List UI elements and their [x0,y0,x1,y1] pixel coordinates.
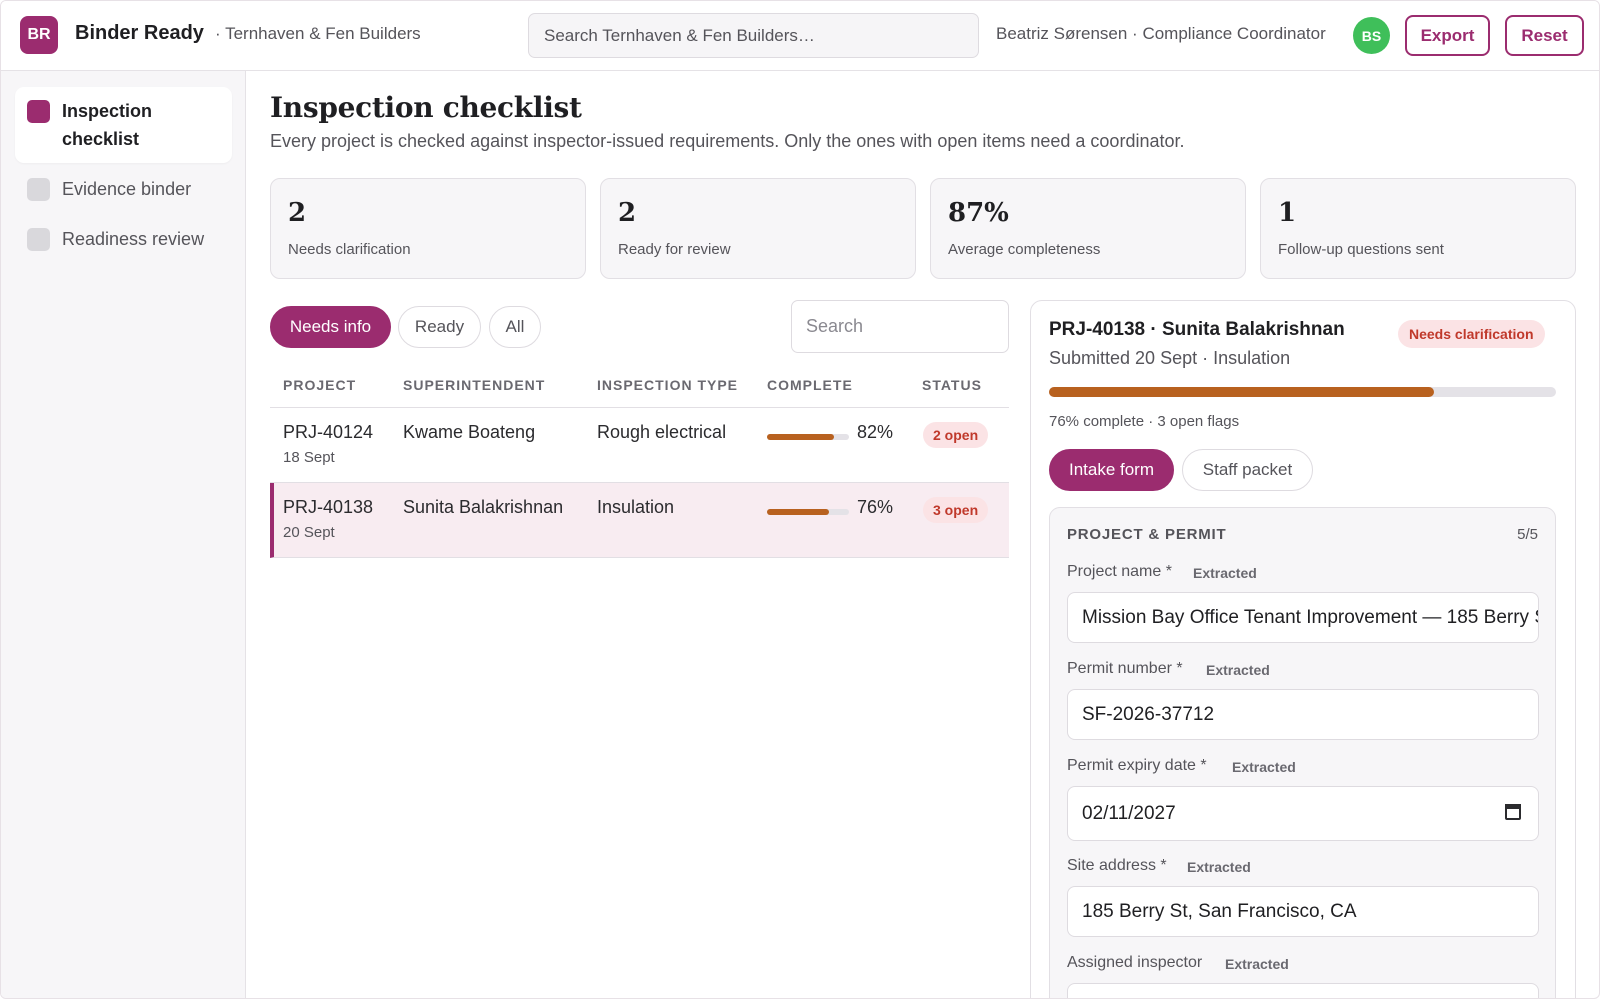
project-date: 20 Sept [283,524,335,541]
page-title: Inspection checklist [270,91,582,124]
square-dot-icon [27,178,50,201]
reset-button[interactable]: Reset [1505,15,1584,56]
project-date: 18 Sept [283,449,335,466]
tab-intake-form[interactable]: Intake form [1049,449,1174,491]
sidebar-item-evidence-binder[interactable]: Evidence binder [15,165,232,213]
stat-card-needs-clarification: 2 Needs clarification [270,178,586,279]
avatar[interactable]: BS [1353,17,1390,54]
status-badge: 2 open [923,422,989,448]
field-label-site-address: Site address * [1067,857,1167,874]
column-header-status: STATUS [922,377,982,393]
sidebar-item-label: Evidence binder [62,179,192,199]
inspection-type: Rough electrical [597,422,727,442]
completion-bar [767,509,849,515]
assigned-inspector-field[interactable] [1067,983,1539,998]
top-bar: BR Binder Ready · Ternhaven & Fen Builde… [1,1,1599,71]
project-permit-section: PROJECT & PERMIT 5/5 Project name * Extr… [1049,507,1556,998]
sidebar: Inspection checklist Evidence binder Rea… [1,71,246,998]
column-header-complete: COMPLETE [767,377,853,393]
organization-name: · Ternhaven & Fen Builders [215,24,421,43]
square-dot-icon [27,100,50,123]
stat-value: 2 [618,198,637,228]
table-row[interactable]: PRJ-40124 18 Sept Kwame Boateng Rough el… [270,408,1009,483]
calendar-icon[interactable] [1505,804,1521,820]
stat-value: 1 [1278,198,1297,228]
page-subtitle: Every project is checked against inspect… [270,131,1185,151]
project-id: PRJ-40138 [283,497,374,517]
completion-percent: 76% [857,497,894,517]
field-label-permit-expiry: Permit expiry date * [1067,757,1207,774]
section-count: 5/5 [1517,526,1538,543]
sidebar-item-readiness-review[interactable]: Readiness review [15,215,232,263]
superintendent-name: Sunita Balakrishnan [403,497,564,517]
sidebar-item-label: Readiness review [62,229,205,249]
extracted-tag: Extracted [1187,859,1251,875]
permit-expiry-date-field[interactable]: 02/11/2027 [1067,786,1539,841]
stat-label: Ready for review [618,241,731,258]
column-header-project: PROJECT [283,377,357,393]
section-title: PROJECT & PERMIT [1067,526,1227,543]
completion-percent: 82% [857,422,894,442]
superintendent-name: Kwame Boateng [403,422,536,442]
detail-title: PRJ-40138 · Sunita Balakrishnan [1049,319,1345,340]
table-header-divider [270,407,1009,408]
permit-number-field[interactable]: SF-2026-37712 [1067,689,1539,740]
detail-status-badge: Needs clarification [1398,320,1545,348]
stat-label: Follow-up questions sent [1278,241,1444,258]
stat-card-ready-for-review: 2 Ready for review [600,178,916,279]
filter-all[interactable]: All [489,306,541,348]
tab-staff-packet[interactable]: Staff packet [1182,449,1313,491]
global-search-input[interactable] [528,13,979,58]
extracted-tag: Extracted [1206,662,1270,678]
filter-ready[interactable]: Ready [398,306,481,348]
extracted-tag: Extracted [1225,956,1289,972]
export-button[interactable]: Export [1405,15,1490,56]
table-search-input[interactable] [791,300,1009,353]
sidebar-item-inspection-checklist[interactable]: Inspection checklist [15,87,232,163]
completion-bar-fill [767,509,830,515]
stat-card-average-completeness: 87% Average completeness [930,178,1246,279]
date-value: 02/11/2027 [1082,802,1176,824]
detail-panel: PRJ-40138 · Sunita Balakrishnan Needs cl… [1030,300,1576,998]
project-name-field[interactable]: Mission Bay Office Tenant Improvement — … [1067,592,1539,643]
user-label: Beatriz Sørensen · Compliance Coordinato… [996,24,1326,43]
inspection-type: Insulation [597,497,675,517]
column-header-superintendent: SUPERINTENDENT [403,377,546,393]
sidebar-item-label: Inspection checklist [62,101,153,149]
site-address-field[interactable]: 185 Berry St, San Francisco, CA [1067,886,1539,937]
completion-bar [767,434,849,440]
detail-progress-fill [1049,387,1435,397]
completion-bar-fill [767,434,835,440]
detail-meta: 76% complete · 3 open flags [1049,413,1240,430]
extracted-tag: Extracted [1232,759,1296,775]
app-name: Binder Ready [75,22,204,44]
field-label-permit-number: Permit number * [1067,660,1183,677]
square-dot-icon [27,228,50,251]
detail-subtitle: Submitted 20 Sept · Insulation [1049,348,1291,368]
status-badge: 3 open [923,497,989,523]
filter-needs-info[interactable]: Needs info [270,306,391,348]
detail-progress-bar [1049,387,1556,397]
field-label-assigned-inspector: Assigned inspector [1067,954,1203,971]
table-row-selected[interactable]: PRJ-40138 20 Sept Sunita Balakrishnan In… [270,483,1009,558]
field-label-project-name: Project name * [1067,563,1172,580]
stat-value: 87% [948,198,1009,228]
project-id: PRJ-40124 [283,422,374,442]
stat-value: 2 [288,198,307,228]
app-logo: BR [20,16,58,54]
stat-label: Average completeness [948,241,1101,258]
extracted-tag: Extracted [1193,565,1257,581]
stat-card-follow-up-questions: 1 Follow-up questions sent [1260,178,1576,279]
stat-label: Needs clarification [288,241,411,258]
column-header-inspection-type: INSPECTION TYPE [597,377,739,393]
